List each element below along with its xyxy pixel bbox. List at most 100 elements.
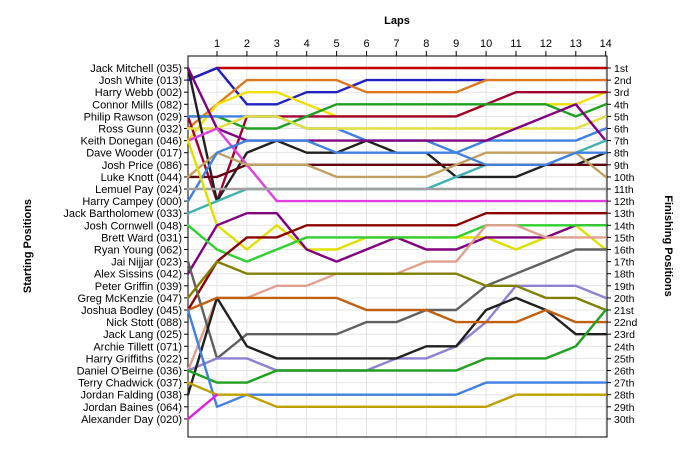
position-label: 30th [614, 414, 635, 426]
driver-label: Brett Ward (031) [101, 232, 182, 244]
position-label: 23rd [614, 329, 635, 341]
driver-line [186, 248, 607, 360]
driver-label: Jordan Baines (064) [83, 402, 182, 414]
driver-line [186, 211, 607, 312]
chart-title: Laps [384, 15, 410, 27]
x-tick-label: 7 [393, 38, 399, 50]
driver-label: Lemuel Pay (024) [95, 184, 182, 196]
driver-lines [186, 66, 607, 421]
position-label: 19th [614, 281, 635, 293]
driver-label: Josh White (013) [99, 75, 182, 87]
driver-label: Dave Wooder (017) [86, 148, 182, 160]
x-tick-label: 12 [540, 38, 552, 50]
position-label: 12th [614, 196, 635, 208]
starting-position-labels: Jack Mitchell (035)Josh White (013)Harry… [63, 63, 182, 426]
position-label: 3rd [614, 87, 629, 99]
driver-label: Harry Griffiths (022) [86, 353, 182, 365]
driver-label: Harry Webb (002) [95, 87, 182, 99]
driver-label: Jack Bartholomew (033) [63, 208, 182, 220]
driver-label: Alexander Day (020) [81, 414, 182, 426]
position-label: 7th [614, 136, 629, 148]
x-tick-label: 14 [600, 38, 612, 50]
driver-label: Archie Tillett (071) [93, 341, 182, 353]
driver-line [186, 66, 607, 82]
driver-line [186, 224, 607, 263]
position-label: 6th [614, 124, 629, 136]
driver-label: Daniel O'Beirne (036) [77, 366, 182, 378]
position-label: 2nd [614, 75, 632, 87]
driver-line [186, 78, 607, 130]
driver-line [186, 393, 219, 421]
x-tick-label: 9 [453, 38, 459, 50]
x-tick-label: 10 [480, 38, 492, 50]
driver-label: Jordan Falding (038) [80, 390, 182, 402]
plot-frame [187, 55, 608, 438]
driver-label: Joshua Bodley (045) [81, 305, 182, 317]
position-label: 29th [614, 402, 635, 414]
driver-label: Josh Price (086) [102, 160, 182, 172]
driver-line [186, 151, 607, 179]
position-label: 25th [614, 353, 635, 365]
position-label: 17th [614, 257, 635, 269]
x-tick-label: 2 [244, 38, 250, 50]
position-label: 18th [614, 269, 635, 281]
driver-line [186, 66, 488, 106]
position-label: 27th [614, 378, 635, 390]
driver-line [186, 127, 607, 203]
position-label: 10th [614, 172, 635, 184]
left-axis-title: Starting Positions [22, 199, 34, 293]
driver-line [186, 139, 607, 203]
driver-line [186, 103, 607, 130]
driver-label: Jack Lang (025) [103, 329, 182, 341]
position-label: 28th [614, 390, 635, 402]
x-tick-label: 6 [363, 38, 369, 50]
driver-line [186, 308, 607, 384]
driver-line [186, 381, 607, 408]
driver-label: Ross Gunn (032) [98, 124, 182, 136]
driver-label: Alex Sissins (042) [94, 269, 182, 281]
driver-label: Jai Nijjar (023) [111, 257, 182, 269]
driver-line [186, 308, 607, 408]
x-tick-label: 13 [570, 38, 582, 50]
driver-label: Jack Mitchell (035) [90, 63, 182, 75]
driver-label: Greg McKenzie (047) [77, 293, 182, 305]
position-label: 24th [614, 341, 635, 353]
driver-line [186, 296, 607, 324]
driver-label: Luke Knott (044) [101, 172, 182, 184]
finishing-position-labels: 1st2nd3rd4th5th6th7th8th9th10th11th12th1… [614, 63, 638, 426]
position-label: 14th [614, 220, 635, 232]
driver-line [186, 296, 607, 396]
position-label: 13th [614, 208, 635, 220]
position-label: 22nd [614, 317, 638, 329]
position-label: 16th [614, 245, 635, 257]
driver-label: Terry Chadwick (037) [78, 378, 182, 390]
position-label: 21st [614, 305, 634, 317]
driver-label: Josh Cornwell (048) [84, 220, 182, 232]
x-ticks: 1 2 3 4 5 6 7 8 9 10 11 12 13 14 [214, 38, 612, 50]
driver-line [186, 260, 607, 312]
position-label: 20th [614, 293, 635, 305]
driver-label: Harry Campey (000) [82, 196, 182, 208]
driver-label: Peter Griffin (039) [95, 281, 182, 293]
driver-label: Nick Stott (088) [106, 317, 182, 329]
x-tick-label: 4 [304, 38, 310, 50]
driver-label: Philip Rawson (029) [84, 111, 182, 123]
x-tick-label: 5 [334, 38, 340, 50]
position-label: 8th [614, 148, 629, 160]
position-label: 9th [614, 160, 629, 172]
x-tick-label: 8 [423, 38, 429, 50]
position-label: 26th [614, 366, 635, 378]
driver-label: Keith Donegan (046) [80, 136, 182, 148]
x-tick-label: 1 [214, 38, 220, 50]
position-label: 1st [614, 63, 628, 75]
driver-label: Connor Mills (082) [92, 99, 182, 111]
driver-line [186, 115, 607, 130]
position-label: 15th [614, 232, 635, 244]
right-axis-title: Finishing Positions [662, 195, 674, 296]
position-label: 5th [614, 111, 629, 123]
x-tick-label: 3 [274, 38, 280, 50]
position-label: 4th [614, 99, 629, 111]
driver-label: Ryan Young (062) [94, 245, 182, 257]
x-tick-label: 11 [510, 38, 521, 50]
